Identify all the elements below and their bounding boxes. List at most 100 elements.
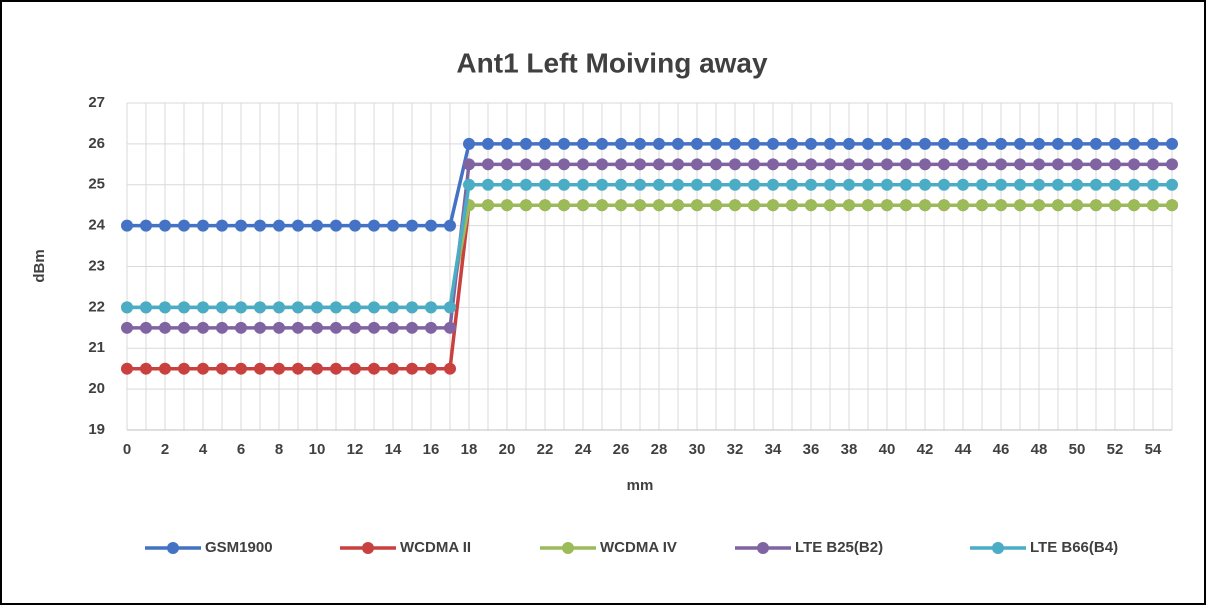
data-point	[1014, 199, 1026, 212]
data-point	[1166, 137, 1178, 150]
data-point	[444, 321, 456, 334]
x-tick-label: 32	[727, 441, 744, 458]
data-point	[368, 301, 380, 314]
data-point	[596, 137, 608, 150]
data-point	[653, 199, 665, 212]
data-point	[216, 301, 228, 314]
data-point	[900, 178, 912, 191]
legend-marker	[167, 542, 179, 554]
data-point	[748, 137, 760, 150]
x-tick-label: 8	[275, 441, 283, 458]
data-point	[900, 158, 912, 171]
data-point	[463, 178, 475, 191]
data-point	[919, 178, 931, 191]
x-tick-label: 36	[803, 441, 820, 458]
data-point	[634, 137, 646, 150]
data-point	[957, 158, 969, 171]
data-point	[501, 199, 513, 212]
x-tick-label: 10	[309, 441, 326, 458]
data-point	[140, 301, 152, 314]
data-point	[786, 137, 798, 150]
data-point	[710, 199, 722, 212]
data-point	[387, 321, 399, 334]
x-tick-label: 54	[1145, 441, 1162, 458]
x-tick-label: 38	[841, 441, 858, 458]
data-point	[1052, 199, 1064, 212]
data-point	[843, 178, 855, 191]
x-tick-label: 0	[123, 441, 131, 458]
data-point	[1071, 158, 1083, 171]
data-point	[1109, 158, 1121, 171]
data-point	[653, 137, 665, 150]
x-axis-label: mm	[627, 477, 654, 494]
data-point	[957, 178, 969, 191]
data-point	[615, 137, 627, 150]
data-point	[1052, 137, 1064, 150]
data-point	[710, 178, 722, 191]
data-point	[216, 219, 228, 232]
data-point	[843, 158, 855, 171]
chart-title: Ant1 Left Moiving away	[456, 47, 768, 78]
data-point	[1128, 178, 1140, 191]
data-point	[995, 199, 1007, 212]
data-point	[387, 219, 399, 232]
data-point	[653, 178, 665, 191]
data-point	[995, 137, 1007, 150]
data-point	[178, 321, 190, 334]
y-tick-label: 20	[88, 380, 105, 397]
x-tick-label: 50	[1069, 441, 1086, 458]
data-point	[1071, 178, 1083, 191]
data-point	[1090, 199, 1102, 212]
data-point	[368, 321, 380, 334]
data-point	[273, 301, 285, 314]
data-point	[1014, 158, 1026, 171]
data-point	[995, 178, 1007, 191]
data-point	[1033, 178, 1045, 191]
data-point	[254, 219, 266, 232]
x-tick-label: 20	[499, 441, 516, 458]
data-point	[672, 199, 684, 212]
data-point	[843, 137, 855, 150]
data-point	[140, 362, 152, 375]
data-point	[596, 178, 608, 191]
data-point	[672, 178, 684, 191]
data-point	[1090, 178, 1102, 191]
data-point	[273, 362, 285, 375]
data-point	[862, 158, 874, 171]
legend-marker	[362, 542, 374, 554]
data-point	[368, 362, 380, 375]
data-point	[1147, 137, 1159, 150]
y-tick-label: 27	[88, 94, 105, 111]
data-point	[862, 178, 874, 191]
data-point	[938, 158, 950, 171]
data-point	[843, 199, 855, 212]
data-point	[444, 301, 456, 314]
data-point	[634, 158, 646, 171]
data-point	[349, 362, 361, 375]
legend-marker	[992, 542, 1004, 554]
data-point	[786, 199, 798, 212]
data-point	[330, 321, 342, 334]
data-point	[577, 199, 589, 212]
data-point	[919, 199, 931, 212]
data-point	[634, 199, 646, 212]
x-tick-label: 34	[765, 441, 782, 458]
data-point	[121, 219, 133, 232]
data-point	[178, 362, 190, 375]
data-point	[121, 301, 133, 314]
data-point	[1014, 178, 1026, 191]
legend-label: WCDMA II	[400, 539, 471, 556]
data-point	[406, 362, 418, 375]
data-point	[1166, 158, 1178, 171]
data-point	[805, 137, 817, 150]
x-tick-label: 48	[1031, 441, 1048, 458]
data-point	[919, 137, 931, 150]
x-tick-label: 44	[955, 441, 972, 458]
legend-marker	[757, 542, 769, 554]
data-point	[672, 137, 684, 150]
data-point	[311, 321, 323, 334]
data-point	[691, 178, 703, 191]
data-point	[501, 178, 513, 191]
data-point	[501, 137, 513, 150]
